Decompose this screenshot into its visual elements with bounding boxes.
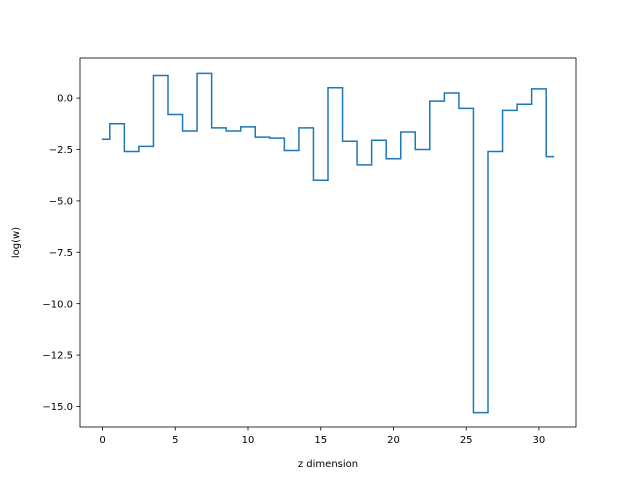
x-tick-label: 20: [387, 435, 400, 446]
y-tick-label: −15.0: [42, 402, 73, 413]
x-axis-label: z dimension: [298, 459, 358, 470]
y-axis-ticks: 0.0 −2.5 −5.0 −7.5 −10.0 −12.5 −15.0: [42, 94, 80, 413]
y-tick-label: −12.5: [42, 351, 73, 362]
series-layer: [101, 72, 555, 414]
series-line-0: [101, 72, 555, 414]
x-tick-label: 15: [314, 435, 327, 446]
x-tick-label: 5: [172, 435, 178, 446]
y-axis-label: log(w): [11, 227, 22, 258]
x-tick-label: 0: [99, 435, 105, 446]
y-tick-label: −5.0: [49, 196, 73, 207]
x-axis-ticks: 0 5 10 15 20 25 30: [99, 427, 545, 446]
y-tick-label: 0.0: [57, 94, 73, 105]
y-tick-label: −7.5: [49, 248, 73, 259]
x-tick-label: 30: [533, 435, 546, 446]
axes-frame: [79, 57, 577, 428]
y-tick-label: −10.0: [42, 299, 73, 310]
x-tick-label: 25: [460, 435, 473, 446]
y-tick-label: −2.5: [49, 145, 73, 156]
x-tick-label: 10: [242, 435, 255, 446]
